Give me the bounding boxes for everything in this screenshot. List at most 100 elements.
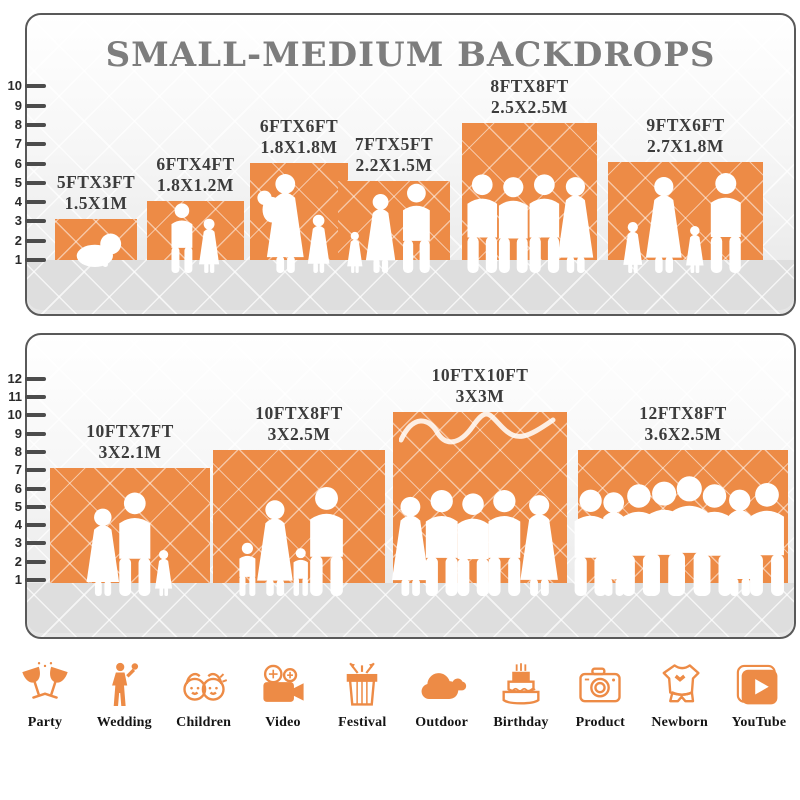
wedding-icon bbox=[98, 660, 150, 712]
ruler-tick bbox=[25, 449, 46, 454]
people-silhouettes bbox=[574, 476, 784, 596]
category-label: Wedding bbox=[96, 715, 152, 730]
ruler-number: 4 bbox=[14, 194, 22, 210]
backdrop-size-m: 1.8X1.8M bbox=[260, 137, 338, 157]
ruler-tick bbox=[25, 504, 46, 509]
ruler-number: 9 bbox=[14, 97, 22, 113]
ruler-number: 5 bbox=[14, 498, 22, 514]
backdrop-size-m: 3.6X2.5M bbox=[644, 424, 722, 444]
ruler-number: 6 bbox=[14, 480, 22, 496]
ruler-tick bbox=[25, 395, 46, 399]
category-item-children: Children bbox=[175, 660, 233, 731]
ruler-number: 4 bbox=[14, 517, 22, 533]
ruler-tick bbox=[25, 84, 46, 89]
category-item-product: Product bbox=[571, 660, 629, 731]
ruler-tick bbox=[25, 468, 46, 473]
ruler-tick bbox=[25, 180, 46, 185]
ruler-tick bbox=[25, 258, 46, 262]
ruler-tick bbox=[25, 238, 46, 243]
people-silhouettes bbox=[171, 203, 220, 273]
ruler-number: 3 bbox=[14, 213, 22, 229]
product-icon bbox=[574, 660, 626, 712]
backdrop-size-ft: 6FTX4FT bbox=[156, 154, 235, 174]
backdrop-label: 6FTX4FT 1.8X1.2M bbox=[101, 154, 291, 196]
backdrop-size-ft: 8FTX8FT bbox=[490, 76, 569, 96]
ruler-number: 12 bbox=[7, 370, 22, 386]
ruler-number: 2 bbox=[14, 232, 22, 248]
category-label: YouTube bbox=[731, 715, 787, 730]
people-silhouettes bbox=[86, 492, 173, 596]
backdrop-size-ft: 10FTX8FT bbox=[255, 403, 343, 423]
backdrop-size-m: 3X2.5M bbox=[267, 424, 331, 444]
category-item-party: Party bbox=[16, 660, 74, 731]
backdrop-size-m: 2.2X1.5M bbox=[355, 155, 433, 175]
ruler-number: 8 bbox=[14, 443, 22, 459]
ruler-tick bbox=[25, 578, 46, 582]
ruler-tick bbox=[25, 541, 46, 546]
backdrop-size-m: 2.7X1.8M bbox=[647, 136, 724, 156]
backdrop-size-ft: 9FTX6FT bbox=[646, 115, 725, 135]
backdrop-label: 12FTX8FT 3.6X2.5M bbox=[588, 403, 778, 445]
category-item-outdoor: Outdoor bbox=[413, 660, 471, 731]
backdrop-label: 7FTX5FT 2.2X1.5M bbox=[299, 134, 489, 176]
ruler-tick bbox=[25, 142, 46, 147]
youtube-icon bbox=[733, 660, 785, 712]
ruler-number: 1 bbox=[14, 572, 22, 587]
category-label: Festival bbox=[338, 715, 387, 730]
category-label: Birthday bbox=[493, 715, 549, 730]
ruler-tick bbox=[25, 219, 46, 224]
ruler-tick bbox=[25, 413, 46, 418]
ruler-tick bbox=[25, 376, 46, 381]
category-label: Product bbox=[575, 715, 625, 730]
ruler-number: 1 bbox=[14, 252, 22, 267]
category-item-newborn: Newborn bbox=[651, 660, 709, 731]
ruler-number: 2 bbox=[14, 553, 22, 569]
category-label: Party bbox=[27, 715, 63, 730]
backdrop-label: 10FTX8FT 3X2.5M bbox=[204, 403, 394, 445]
backdrop-label: 9FTX6FT 2.7X1.8M bbox=[591, 115, 781, 157]
ruler-number: 5 bbox=[14, 174, 22, 190]
category-item-youtube: YouTube bbox=[730, 660, 788, 731]
backdrop-label: 10FTX10FT 3X3M bbox=[385, 365, 575, 407]
backdrop-size-m: 1.8X1.2M bbox=[157, 175, 234, 195]
backdrop-size-ft: 7FTX5FT bbox=[354, 134, 434, 154]
people-silhouettes bbox=[391, 489, 558, 596]
backdrop-label: 5FTX3FT 1.5X1M bbox=[1, 172, 191, 214]
backdrop-label: 10FTX7FT 3X2.1M bbox=[35, 421, 225, 463]
backdrop-label: 6FTX6FT 1.8X1.8M bbox=[204, 116, 394, 158]
ruler-tick bbox=[25, 559, 46, 564]
backdrop-size-m: 2.5X2.5M bbox=[491, 97, 568, 117]
ruler-tick bbox=[25, 161, 46, 166]
ruler-tick bbox=[25, 103, 46, 108]
category-label: Outdoor bbox=[415, 715, 469, 730]
ruler-number: 6 bbox=[14, 155, 22, 171]
category-label: Children bbox=[176, 715, 232, 730]
category-item-video: Video bbox=[254, 660, 312, 731]
backdrop-size-ft: 12FTX8FT bbox=[639, 403, 727, 423]
outdoor-icon bbox=[416, 660, 468, 712]
backdrop-label: 8FTX8FT 2.5X2.5M bbox=[435, 76, 625, 118]
ruler-number: 9 bbox=[14, 425, 22, 441]
people-silhouettes bbox=[239, 486, 343, 596]
ruler-tick bbox=[25, 486, 46, 491]
category-item-wedding: Wedding bbox=[95, 660, 153, 731]
panel-small-medium: SMALL-MEDIUM BACKDROPS 1 2 3 4 5 6 7 8 9 10 5FTX3F… bbox=[8, 13, 796, 316]
people-silhouettes bbox=[76, 233, 122, 267]
backdrop-size-m: 3X3M bbox=[455, 386, 505, 406]
ruler-number: 3 bbox=[14, 535, 22, 551]
ruler-number: 7 bbox=[14, 462, 22, 478]
people-silhouettes bbox=[257, 174, 330, 273]
backdrop-size-ft: 6FTX6FT bbox=[259, 116, 339, 136]
festival-icon bbox=[336, 660, 388, 712]
ruler-tick bbox=[25, 200, 46, 205]
category-item-birthday: Birthday bbox=[492, 660, 550, 731]
category-item-festival: Festival bbox=[333, 660, 391, 731]
category-label: Video bbox=[265, 715, 301, 730]
ruler-tick bbox=[25, 431, 46, 436]
page-title: SMALL-MEDIUM BACKDROPS bbox=[105, 35, 716, 75]
people-silhouettes bbox=[347, 183, 430, 273]
backdrop-6ftx4ft bbox=[147, 201, 244, 260]
people-silhouettes bbox=[623, 173, 741, 273]
ruler-number: 10 bbox=[7, 78, 22, 94]
category-row: Party Wedding Children Video Festival Ou… bbox=[16, 660, 788, 731]
